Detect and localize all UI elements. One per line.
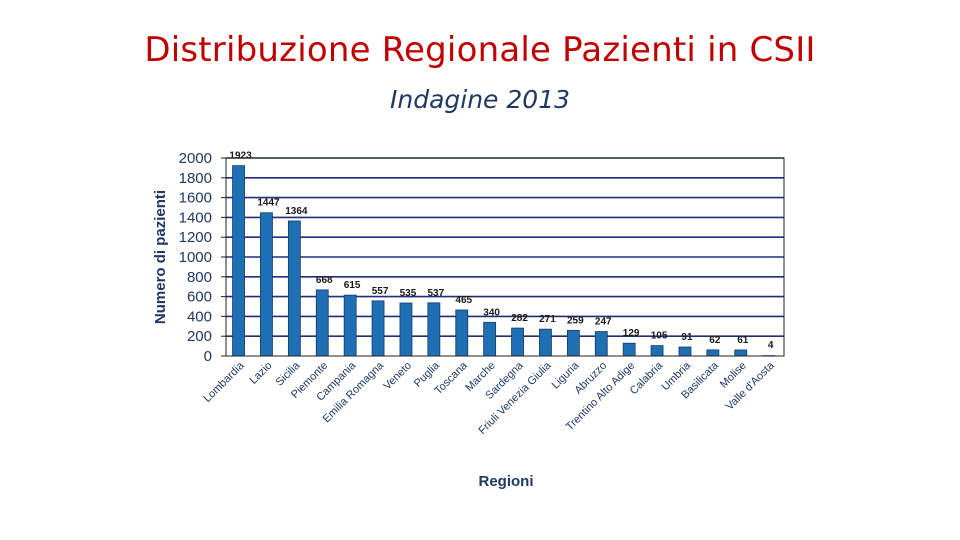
x-category-label: Lazio [247, 360, 274, 387]
data-label: 271 [539, 314, 556, 325]
bar-molise [734, 349, 748, 357]
data-label: 105 [651, 331, 668, 342]
y-tick-label: 200 [187, 328, 212, 345]
bar-sicilia [287, 220, 301, 357]
x-category-label: Lombardia [201, 359, 247, 405]
y-tick-label: 1800 [179, 170, 212, 187]
bar-piemonte [315, 289, 329, 357]
y-tick-label: 0 [204, 348, 212, 365]
bar-friuli-venezia-giulia [539, 328, 552, 357]
y-tick-label: 600 [187, 289, 212, 306]
data-label: 61 [737, 335, 749, 346]
data-label: 535 [400, 288, 417, 299]
bar-lombardia [232, 165, 245, 357]
data-label: 668 [316, 275, 333, 286]
data-label: 247 [595, 317, 612, 328]
data-label: 557 [372, 286, 389, 297]
y-tick-label: 800 [187, 269, 212, 286]
bars [232, 165, 776, 357]
y-tick-label: 1400 [179, 209, 212, 226]
bar-lazio [260, 212, 273, 357]
bar-sardegna [511, 327, 524, 357]
data-label: 340 [483, 307, 500, 318]
data-labels: 1923 1447 1364 668 615 557 535 537 465 340 282 271 2… [229, 151, 773, 351]
data-label: 465 [455, 295, 472, 306]
y-tick-label: 1200 [179, 229, 212, 246]
data-label: 1447 [257, 198, 280, 209]
bar-puglia [427, 302, 441, 357]
data-label: 259 [567, 315, 584, 326]
bar-umbria [678, 346, 692, 357]
y-tick-label: 1000 [179, 249, 212, 266]
bar-veneto [399, 302, 413, 357]
slide-subtitle: Indagine 2013 [389, 85, 571, 114]
data-label: 4 [768, 340, 774, 351]
x-category-label: Veneto [381, 360, 414, 393]
plot-frame [225, 157, 785, 357]
data-label: 615 [344, 280, 361, 291]
data-label: 129 [623, 328, 640, 339]
data-label: 91 [681, 332, 693, 343]
bar-basilicata [706, 349, 720, 357]
bar-abruzzo [594, 331, 608, 357]
bar-liguria [566, 329, 580, 357]
slide-title: Distribuzione Regionale Pazienti in CSII [144, 30, 816, 70]
y-tick-label: 1600 [179, 190, 212, 207]
bar-campania [343, 294, 357, 357]
y-axis-title: Numero di pazienti [152, 190, 169, 324]
bar-marche [483, 321, 497, 357]
x-axis-title: Regioni [479, 473, 534, 490]
grid-lines [226, 157, 784, 338]
bar-emilia-romagna [371, 300, 385, 357]
data-label: 282 [511, 313, 528, 324]
bar-calabria [650, 345, 664, 357]
y-axis-ticks: 0 200 400 600 800 1000 1200 1400 1600 1800 2000 [179, 150, 226, 365]
bar-trentino-alto-adige [622, 342, 636, 357]
data-label: 1364 [285, 206, 308, 217]
data-label: 1923 [229, 151, 252, 162]
y-tick-label: 400 [187, 308, 212, 325]
data-label: 62 [709, 335, 721, 346]
data-label: 537 [428, 288, 445, 299]
bar-toscana [455, 309, 469, 357]
y-tick-label: 2000 [179, 150, 212, 167]
x-axis-categories: Lombardia Lazio SiciliaPiemonteCampaniaEmi… [201, 359, 777, 437]
